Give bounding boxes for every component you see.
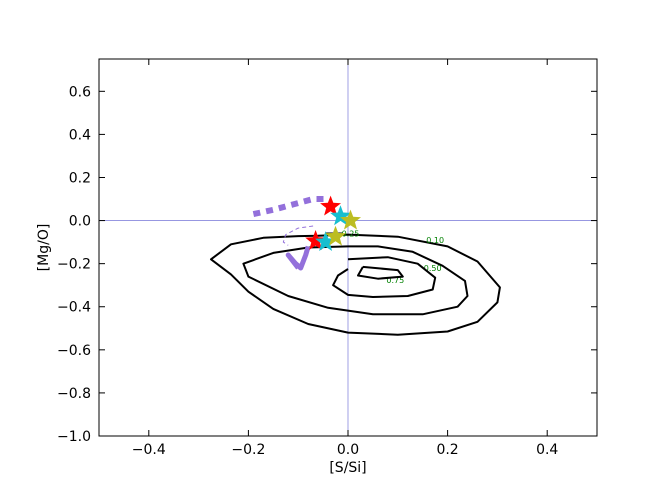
y-tick-label-1: −1.0 xyxy=(57,429,91,445)
track-2 xyxy=(285,245,311,271)
y-tick-label-5: −0.2 xyxy=(57,257,91,273)
contour-label-3: 0.75 xyxy=(386,276,404,285)
y-tick-label-8: 0.4 xyxy=(69,127,91,143)
track-1 xyxy=(252,196,329,218)
x-tick-label-1: −0.4 xyxy=(132,442,166,458)
x-tick-label-4: 0.2 xyxy=(436,442,458,458)
y-axis-label: [Mg/O] xyxy=(36,224,52,272)
y-tick-label-2: −0.8 xyxy=(57,386,91,402)
y-tick-label-6: 0.0 xyxy=(69,214,91,230)
star-marker-2 xyxy=(330,205,351,226)
star-marker-5 xyxy=(315,231,337,251)
contour-label-2: 0.50 xyxy=(424,264,442,273)
contour-label-5: 0.25 xyxy=(342,230,360,239)
contour-line-2 xyxy=(242,245,469,316)
contour-line-4 xyxy=(357,265,404,280)
x-tick-label-3: 0.0 xyxy=(337,442,359,458)
x-axis-label: [S/Si] xyxy=(329,460,366,476)
contour-line-1 xyxy=(210,233,501,336)
star-marker-4 xyxy=(305,230,327,250)
track-3 xyxy=(282,225,314,246)
y-tick-label-9: 0.6 xyxy=(69,84,91,100)
y-tick-label-7: 0.2 xyxy=(69,170,91,186)
tracks xyxy=(252,196,329,271)
contour-label-1: 0.10 xyxy=(426,236,444,245)
y-tick-label-4: −0.4 xyxy=(57,300,91,316)
star-marker-6 xyxy=(325,225,346,246)
contour-line-3 xyxy=(332,256,437,298)
y-tick-label-3: −0.6 xyxy=(57,343,91,359)
axes: −0.4 −0.2 0.0 0.2 0.4 −1.0 −0.8 −0.6 −0.4 −0.2 0.0… xyxy=(57,59,597,458)
star-marker-1 xyxy=(320,195,341,216)
stars xyxy=(305,195,361,251)
x-tick-label-2: −0.2 xyxy=(231,442,265,458)
x-tick-label-5: 0.4 xyxy=(536,442,558,458)
star-marker-3 xyxy=(340,209,361,230)
contours: 0.10 0.50 0.75 0.25 xyxy=(210,230,501,336)
